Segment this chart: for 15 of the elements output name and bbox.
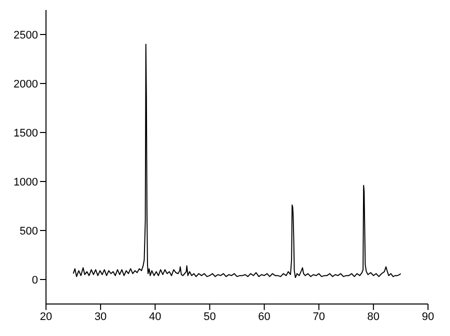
x-tick-label: 30 [94,310,107,323]
x-tick-label: 70 [312,310,325,323]
x-tick-label: 80 [367,310,380,323]
x-tick-label: 40 [149,310,162,323]
y-tick-label: 500 [20,225,38,238]
y-tick-label: 0 [32,274,38,286]
x-tick-label: 50 [204,310,216,323]
y-tick-label: 2000 [14,78,38,90]
x-tick-label: 90 [422,310,434,323]
y-tick-label: 1000 [14,176,38,188]
y-tick-label: 1500 [14,127,38,140]
y-tick-label: 2500 [14,29,38,42]
line-series [72,44,402,278]
x-tick-label: 60 [258,310,270,323]
x-tick-label: 20 [40,310,52,323]
